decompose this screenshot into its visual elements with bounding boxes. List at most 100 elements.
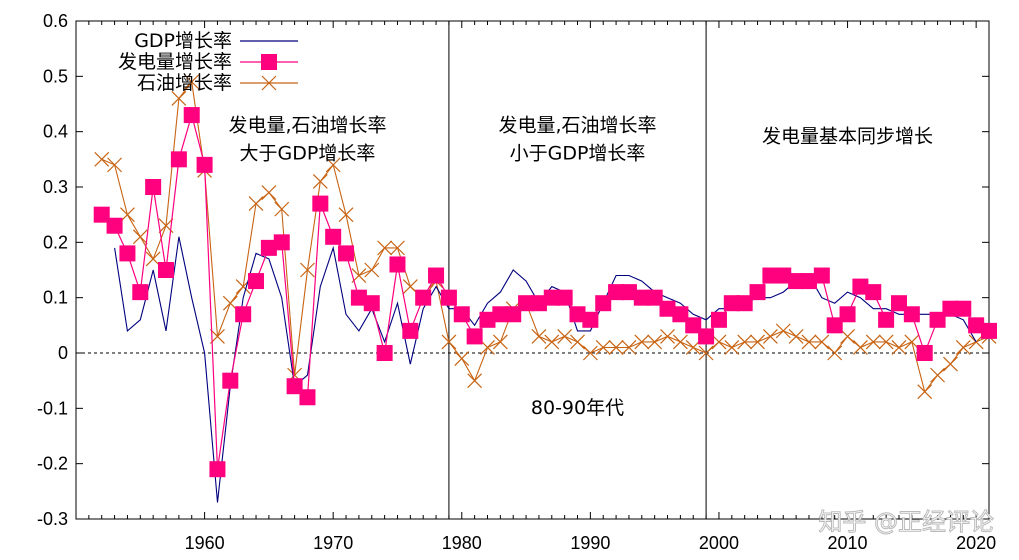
- data-point-square: [981, 322, 997, 339]
- data-point-cross: [762, 328, 778, 344]
- data-point-square: [376, 345, 393, 361]
- data-point-cross: [531, 328, 547, 344]
- data-point-square: [158, 262, 175, 278]
- data-point-cross: [775, 323, 791, 339]
- data-point-cross: [132, 229, 148, 245]
- data-point-square: [698, 328, 715, 345]
- data-point-cross: [814, 334, 830, 350]
- y-tick-label: -0.2: [37, 454, 68, 474]
- x-tick-label: 1980: [442, 533, 482, 553]
- data-point-cross: [325, 157, 341, 173]
- data-point-square: [903, 306, 920, 323]
- data-point-cross: [467, 373, 483, 389]
- data-point-square: [479, 311, 496, 328]
- data-point-square: [286, 378, 303, 395]
- data-point-square: [723, 295, 740, 312]
- data-point-cross: [891, 340, 907, 355]
- watermark: 知乎 @正经评论: [818, 508, 995, 537]
- data-point-cross: [737, 334, 753, 350]
- data-point-square: [170, 151, 187, 168]
- series-line-2: [101, 80, 990, 393]
- y-tick-label: 0.4: [43, 122, 68, 142]
- data-point-square: [93, 206, 110, 223]
- data-point-square: [659, 300, 676, 317]
- data-point-cross: [711, 334, 727, 350]
- data-point-cross: [184, 74, 200, 90]
- data-point-square: [119, 245, 136, 262]
- data-point-square: [312, 195, 329, 212]
- data-point-square: [582, 311, 599, 328]
- data-point-square: [736, 295, 753, 312]
- data-point-cross: [107, 157, 123, 173]
- data-point-cross: [904, 334, 920, 350]
- data-point-square: [132, 284, 149, 301]
- data-point-square: [955, 300, 972, 317]
- data-point-square: [556, 289, 573, 306]
- data-point-cross: [698, 345, 714, 361]
- x-tick-label: 2020: [956, 533, 996, 553]
- data-point-square: [273, 234, 290, 251]
- data-point-cross: [788, 328, 804, 344]
- y-tick-label: 0.5: [43, 66, 68, 86]
- data-point-square: [248, 273, 265, 290]
- data-point-cross: [94, 151, 110, 167]
- data-point-square: [183, 107, 200, 124]
- data-point-cross: [865, 334, 881, 350]
- data-point-cross: [210, 328, 225, 344]
- y-tick-label: 0.6: [43, 11, 68, 31]
- legend-marker-2: [261, 75, 277, 91]
- data-point-cross: [852, 340, 868, 355]
- data-point-square: [543, 289, 560, 306]
- x-tick-label: 2000: [699, 533, 739, 553]
- data-point-cross: [261, 185, 277, 200]
- data-point-square: [710, 311, 727, 328]
- data-point-cross: [608, 340, 624, 355]
- data-point-cross: [968, 334, 984, 350]
- data-point-cross: [248, 196, 264, 212]
- data-point-square: [762, 267, 779, 284]
- data-point-square: [145, 179, 162, 195]
- data-point-square: [299, 389, 316, 406]
- annotation-period-2-line-0: 发电量,石油增长率: [498, 115, 656, 137]
- data-point-square: [338, 245, 355, 262]
- data-point-square: [518, 295, 535, 312]
- data-point-square: [440, 289, 457, 306]
- data-point-cross: [570, 334, 585, 350]
- data-point-cross: [274, 201, 290, 217]
- data-point-cross: [878, 334, 894, 350]
- data-point-square: [608, 284, 625, 301]
- series-line-0: [114, 236, 977, 503]
- x-tick-label: 1990: [570, 533, 610, 553]
- legend-marker-1: [261, 54, 277, 70]
- data-point-square: [813, 267, 830, 284]
- period-dividers: [448, 21, 707, 519]
- x-axis: 1960 1970 1980 1990 2000 2010 2020: [75, 21, 996, 553]
- data-point-square: [685, 317, 702, 334]
- data-point-square: [839, 306, 856, 323]
- data-point-cross: [480, 340, 495, 355]
- data-point-square: [865, 284, 882, 301]
- data-point-cross: [955, 340, 971, 355]
- annotation-period-2-line-1: 小于GDP增长率: [510, 143, 646, 165]
- data-point-square: [492, 306, 509, 323]
- data-point-square: [363, 295, 380, 312]
- data-point-cross: [917, 384, 933, 400]
- watermark-text: 知乎 @正经评论: [818, 508, 994, 536]
- data-point-square: [402, 322, 419, 339]
- data-point-cross: [634, 334, 650, 350]
- data-point-square: [788, 273, 805, 290]
- y-tick-label: -0.3: [37, 509, 68, 529]
- data-point-cross: [647, 334, 663, 350]
- data-point-square: [916, 345, 933, 361]
- data-point-cross: [801, 334, 817, 350]
- data-point-cross: [402, 279, 418, 295]
- data-point-cross: [724, 340, 740, 355]
- data-point-cross: [338, 207, 354, 223]
- data-point-square: [852, 278, 869, 295]
- x-tick-label: 2010: [828, 533, 868, 553]
- data-point-cross: [492, 334, 508, 350]
- annotation-period-3-line-0: 发电量基本同步增长: [762, 126, 933, 148]
- legend-label-0: GDP增长率: [134, 30, 232, 52]
- data-point-square: [466, 328, 483, 345]
